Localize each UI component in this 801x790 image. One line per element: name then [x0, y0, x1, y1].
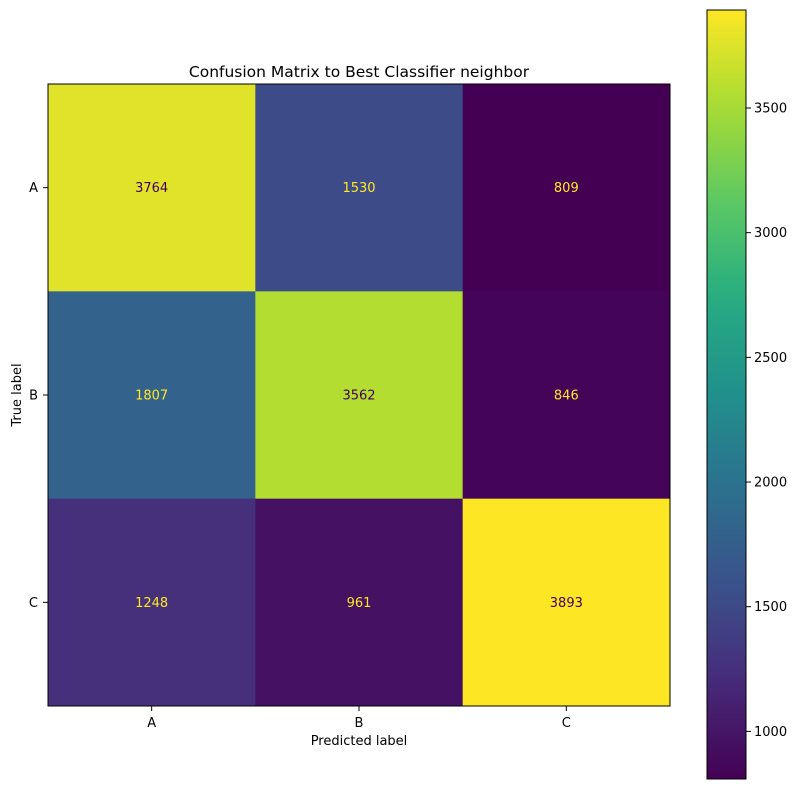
x-tick-label: A	[147, 716, 156, 731]
cell-value-label: 846	[554, 389, 579, 404]
colorbar-tick-label: 3000	[754, 226, 787, 241]
y-axis-label: True label	[10, 363, 25, 427]
cell-value-label: 961	[347, 596, 372, 611]
heatmap-cell	[255, 498, 464, 707]
y-axis-ticks: A B C	[29, 181, 48, 611]
cell-value-label: 3764	[135, 181, 168, 196]
colorbar-tick-label: 2000	[754, 476, 787, 491]
x-tick-label: C	[562, 716, 571, 731]
x-tick-label: B	[355, 716, 364, 731]
colorbar-tick-label: 1000	[754, 725, 787, 740]
cell-value-label: 1530	[342, 181, 375, 196]
colorbar-tick-label: 1500	[754, 600, 787, 615]
heatmap-cell	[48, 498, 256, 707]
cell-value-label: 809	[554, 181, 579, 196]
colorbar: 1000 1500 2000 2500 3000 3500	[706, 9, 787, 780]
x-axis-label: Predicted label	[311, 734, 408, 749]
cell-value-label: 3893	[550, 596, 583, 611]
cell-value-label: 3562	[342, 389, 375, 404]
heatmap-cell	[48, 291, 256, 500]
y-tick-label: B	[29, 389, 38, 404]
y-tick-label: C	[29, 596, 38, 611]
x-axis-ticks: A B C	[147, 706, 571, 731]
colorbar-tick-label: 2500	[754, 351, 787, 366]
heatmap-cell	[48, 84, 256, 292]
colorbar-frame	[706, 9, 747, 780]
heatmap-cell	[255, 291, 464, 500]
y-tick-label: A	[29, 181, 38, 196]
cell-value-label: 1248	[135, 596, 168, 611]
heatmap-cell	[462, 498, 671, 707]
heatmap-cell-labels: 3764 1530 809 1807 3562 846 1248 961 3893	[135, 181, 583, 611]
heatmap-cell	[462, 291, 671, 500]
cell-value-label: 1807	[135, 389, 168, 404]
colorbar-ticks: 1000 1500 2000 2500 3000 3500	[746, 101, 787, 740]
heatmap-cell	[462, 84, 671, 292]
heatmap-cells	[48, 84, 671, 707]
heatmap-cell	[255, 84, 464, 292]
chart-title: Confusion Matrix to Best Classifier neig…	[189, 63, 530, 81]
colorbar-tick-label: 3500	[754, 101, 787, 116]
colorbar-gradient	[707, 10, 746, 779]
